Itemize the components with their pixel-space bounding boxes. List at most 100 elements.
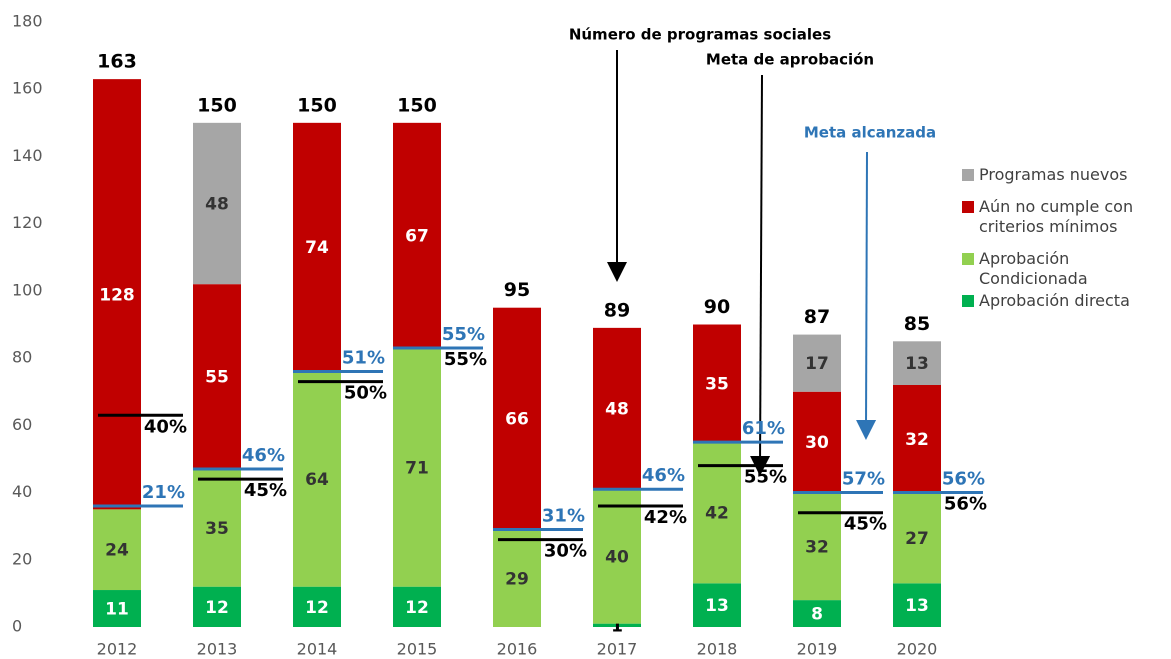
- reached-label: 46%: [242, 445, 285, 466]
- segment-label: 128: [99, 285, 135, 305]
- y-tick-label: 60: [12, 415, 32, 434]
- segment-label: 48: [605, 400, 629, 420]
- annotation: Meta de aprobación: [706, 51, 874, 69]
- legend-swatch: [962, 253, 974, 265]
- bar-segment: [893, 583, 941, 627]
- total-label: 150: [297, 94, 337, 116]
- total-label: 95: [504, 279, 530, 301]
- segment-label: 32: [805, 537, 829, 557]
- y-tick-label: 80: [12, 348, 32, 367]
- y-tick-label: 160: [12, 79, 43, 98]
- reached-label: 57%: [842, 469, 885, 490]
- annotation: Número de programas sociales: [569, 26, 831, 44]
- arrow: [750, 74, 771, 476]
- bar-segment: [493, 307, 541, 530]
- bar-segment: [93, 79, 141, 510]
- segment-label: 74: [305, 238, 329, 258]
- x-tick-label: 2013: [197, 640, 238, 659]
- bar-segment: [893, 492, 941, 584]
- x-tick-label: 2019: [797, 640, 838, 659]
- segment-label: 17: [805, 354, 829, 374]
- goal-label: 56%: [944, 494, 987, 515]
- goal-label: 30%: [544, 541, 587, 562]
- legend-label: Programas nuevos: [979, 165, 1128, 184]
- reached-label: 46%: [642, 465, 685, 486]
- segment-label: 30: [805, 433, 829, 453]
- segment-label: 24: [105, 541, 129, 561]
- goal-label: 42%: [644, 507, 687, 528]
- total-label: 90: [704, 296, 730, 318]
- segment-label: 13: [705, 596, 729, 616]
- reached-label: 55%: [442, 324, 485, 345]
- legend-swatch: [962, 169, 974, 181]
- bar-segment: [693, 583, 741, 627]
- bar-segment: [193, 469, 241, 587]
- bar-segment: [793, 334, 841, 392]
- y-tick-label: 180: [12, 12, 43, 31]
- segment-label: 40: [605, 547, 629, 567]
- legend-label: Aún no cumple con criterios mínimos: [979, 197, 1134, 236]
- reached-label: 51%: [342, 348, 385, 369]
- y-tick-label: 120: [12, 213, 43, 232]
- segment-label: 35: [205, 519, 229, 539]
- legend: Programas nuevos Aún no cumple con criter…: [962, 165, 1167, 313]
- bar-segment: [893, 341, 941, 385]
- annotation: Meta alcanzada: [804, 124, 936, 142]
- y-tick-label: 20: [12, 549, 32, 568]
- x-tick-label: 2012: [97, 640, 138, 659]
- segment-label: 12: [305, 598, 329, 618]
- y-tick-label: 40: [12, 482, 32, 501]
- bar-segment: [693, 324, 741, 443]
- bar-segment: [593, 327, 641, 490]
- x-tick-label: 2015: [397, 640, 438, 659]
- segment-label: 32: [905, 430, 929, 450]
- segment-label: 71: [405, 458, 429, 478]
- reached-label: 61%: [742, 418, 785, 439]
- reached-label: 21%: [142, 482, 185, 503]
- bar-segment: [193, 284, 241, 470]
- segment-label: 11: [105, 600, 129, 620]
- segment-label: 48: [205, 195, 229, 215]
- goal-label: 45%: [244, 480, 287, 501]
- legend-swatch: [962, 201, 974, 213]
- bar-segment: [293, 371, 341, 587]
- segment-label: 1: [611, 616, 623, 636]
- bar-segment: [193, 122, 241, 285]
- total-label: 150: [397, 94, 437, 116]
- total-label: 150: [197, 94, 237, 116]
- segment-label: 55: [205, 368, 229, 388]
- segment-label: 12: [405, 598, 429, 618]
- segment-label: 27: [905, 529, 929, 549]
- segment-label: 35: [705, 374, 729, 394]
- bar-segment: [393, 122, 441, 349]
- bar-segment: [93, 509, 141, 591]
- legend-item: Aún no cumple con criterios mínimos: [962, 197, 1167, 237]
- goal-label: 55%: [444, 349, 487, 370]
- legend-item: Aprobación Condicionada: [962, 249, 1167, 289]
- segment-label: 13: [905, 354, 929, 374]
- x-tick-label: 2020: [897, 640, 938, 659]
- bar-segment: [393, 586, 441, 627]
- x-tick-label: 2018: [697, 640, 738, 659]
- bar-segment: [293, 122, 341, 372]
- bar-segment: [793, 600, 841, 627]
- segment-label: 8: [811, 605, 823, 625]
- x-tick-label: 2014: [297, 640, 338, 659]
- arrow: [856, 151, 877, 440]
- total-label: 85: [904, 313, 930, 335]
- x-tick-label: 2016: [497, 640, 538, 659]
- total-label: 163: [97, 51, 137, 73]
- segment-label: 64: [305, 470, 329, 490]
- y-tick-label: 0: [12, 617, 22, 636]
- bar-segment: [593, 489, 641, 624]
- goal-label: 55%: [744, 467, 787, 488]
- bar-segment: [193, 586, 241, 627]
- bar-segment: [293, 586, 341, 627]
- legend-label: Aprobación directa: [979, 291, 1130, 310]
- bar-segment: [593, 623, 641, 627]
- segment-label: 12: [205, 598, 229, 618]
- segment-label: 29: [505, 569, 529, 589]
- bar-segment: [793, 492, 841, 601]
- y-tick-label: 100: [12, 280, 43, 299]
